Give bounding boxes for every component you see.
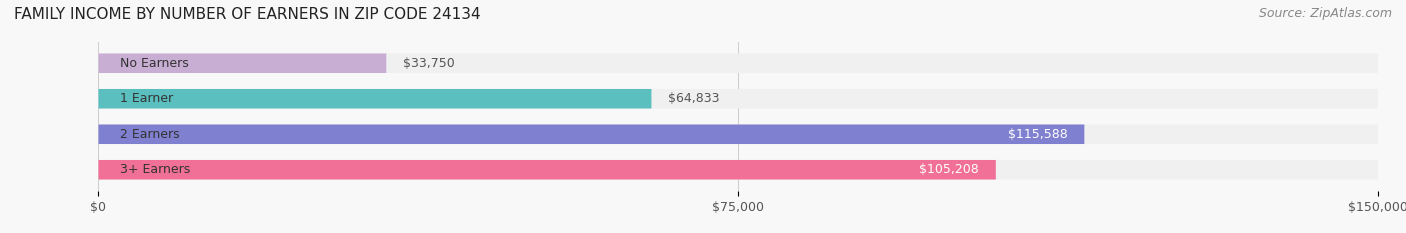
FancyBboxPatch shape	[98, 124, 1084, 144]
Text: $64,833: $64,833	[668, 92, 720, 105]
FancyBboxPatch shape	[98, 89, 1378, 109]
FancyBboxPatch shape	[98, 124, 1378, 144]
Text: FAMILY INCOME BY NUMBER OF EARNERS IN ZIP CODE 24134: FAMILY INCOME BY NUMBER OF EARNERS IN ZI…	[14, 7, 481, 22]
FancyBboxPatch shape	[98, 54, 387, 73]
FancyBboxPatch shape	[98, 54, 1378, 73]
Text: 3+ Earners: 3+ Earners	[120, 163, 190, 176]
Text: 2 Earners: 2 Earners	[120, 128, 180, 141]
Text: $115,588: $115,588	[1008, 128, 1067, 141]
Text: No Earners: No Earners	[120, 57, 188, 70]
Text: $33,750: $33,750	[404, 57, 456, 70]
FancyBboxPatch shape	[98, 89, 651, 109]
FancyBboxPatch shape	[98, 160, 995, 179]
FancyBboxPatch shape	[98, 160, 1378, 179]
Text: $105,208: $105,208	[920, 163, 979, 176]
Text: 1 Earner: 1 Earner	[120, 92, 173, 105]
Text: Source: ZipAtlas.com: Source: ZipAtlas.com	[1258, 7, 1392, 20]
